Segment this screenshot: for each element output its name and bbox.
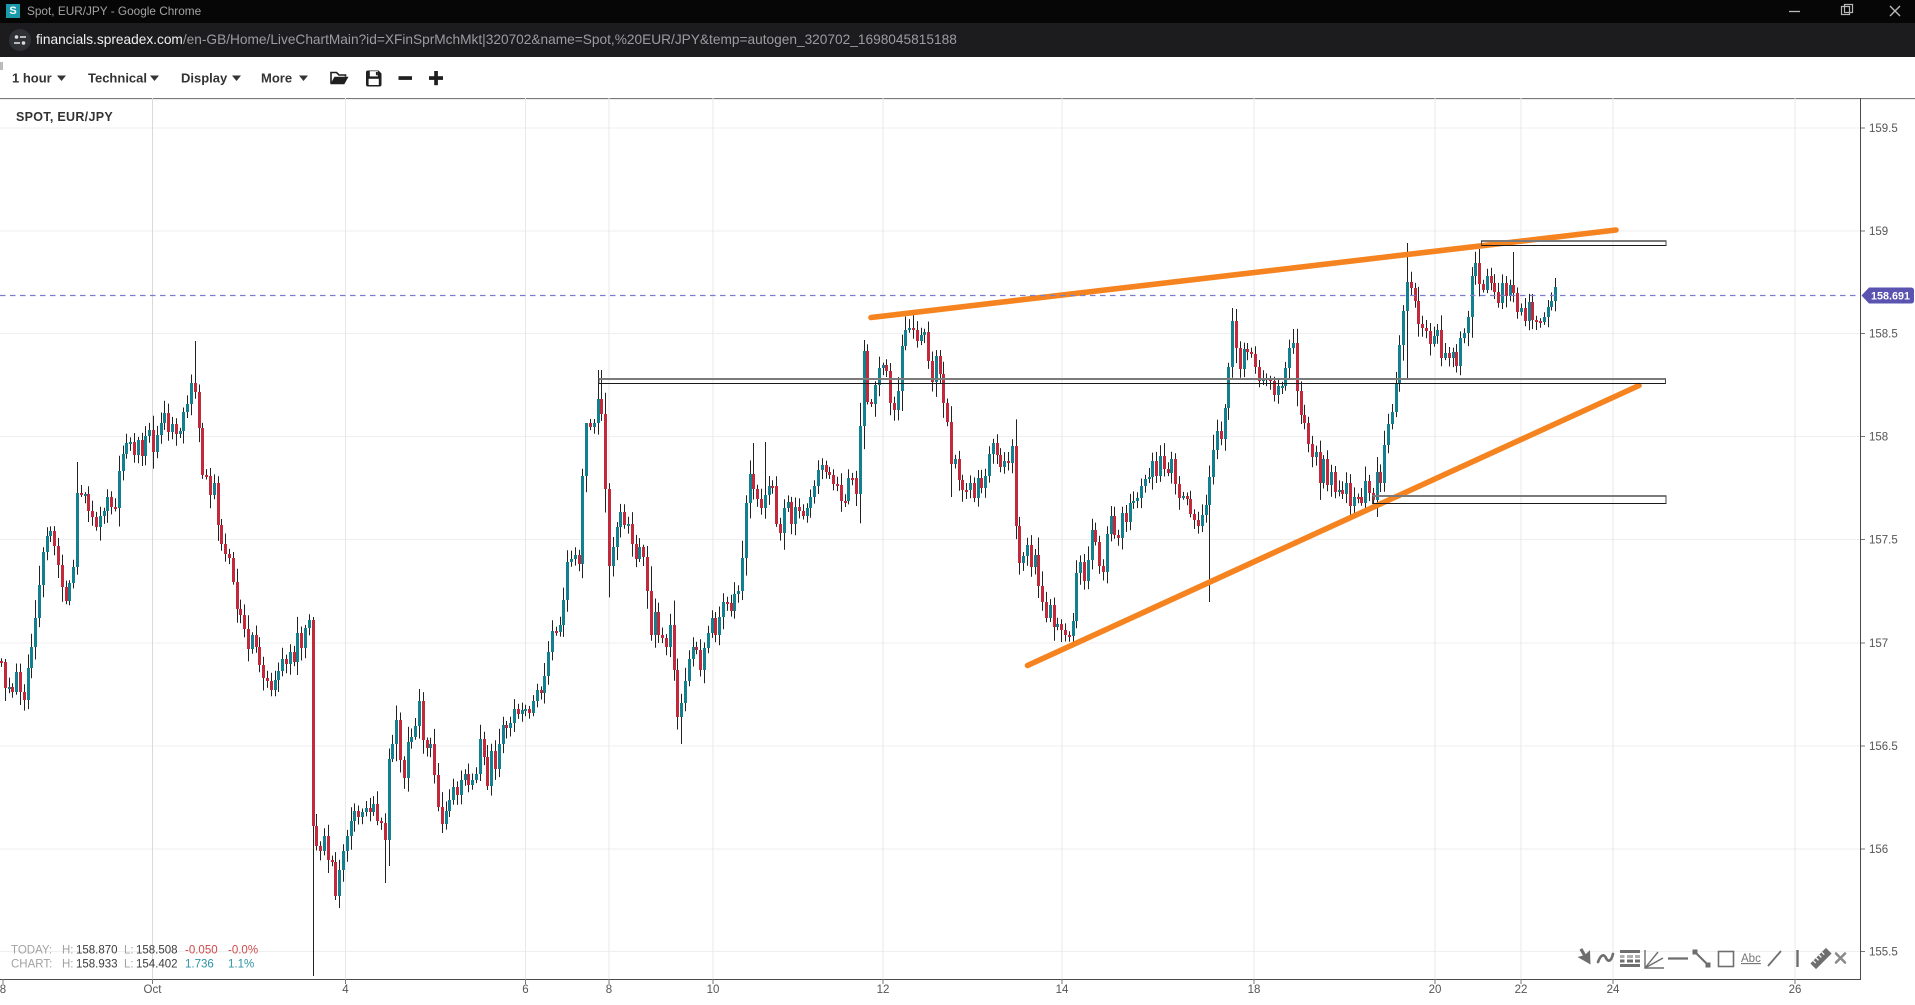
svg-text:156.5: 156.5 [1869, 741, 1898, 753]
svg-text:24: 24 [1607, 984, 1620, 996]
svg-text:158.870: 158.870 [76, 945, 118, 957]
svg-text:159.5: 159.5 [1869, 123, 1898, 135]
svg-text:SPOT, EUR/JPY: SPOT, EUR/JPY [16, 110, 113, 124]
svg-text:Display: Display [181, 71, 228, 86]
svg-text:L:: L: [124, 945, 134, 957]
svg-text:4: 4 [342, 984, 349, 996]
svg-text:12: 12 [877, 984, 890, 996]
svg-text:10: 10 [707, 984, 720, 996]
svg-text:158.691: 158.691 [1871, 290, 1910, 302]
svg-text:8: 8 [0, 984, 6, 996]
svg-text:-0.050: -0.050 [185, 945, 218, 957]
svg-text:20: 20 [1429, 984, 1442, 996]
svg-text:CHART:: CHART: [11, 959, 52, 971]
svg-text:L:: L: [124, 959, 134, 971]
svg-text:26: 26 [1789, 984, 1802, 996]
svg-text:18: 18 [1248, 984, 1261, 996]
svg-text:1.736: 1.736 [185, 959, 214, 971]
svg-text:-0.0%: -0.0% [228, 945, 258, 957]
svg-text:22: 22 [1515, 984, 1528, 996]
svg-text:8: 8 [606, 984, 612, 996]
svg-text:158.933: 158.933 [76, 959, 118, 971]
svg-text:Abc: Abc [1741, 953, 1761, 965]
svg-text:1 hour: 1 hour [12, 71, 52, 86]
svg-text:Technical: Technical [88, 71, 147, 86]
svg-text:156: 156 [1869, 844, 1888, 856]
svg-text:157.5: 157.5 [1869, 535, 1898, 547]
svg-text:TODAY:: TODAY: [11, 945, 52, 957]
svg-text:6: 6 [522, 984, 528, 996]
svg-text:158: 158 [1869, 432, 1888, 444]
svg-text:155.5: 155.5 [1869, 947, 1898, 959]
svg-text:1.1%: 1.1% [228, 959, 254, 971]
svg-text:157: 157 [1869, 638, 1888, 650]
svg-text:159: 159 [1869, 226, 1888, 238]
svg-text:158.5: 158.5 [1869, 329, 1898, 341]
svg-text:Oct: Oct [144, 984, 163, 996]
svg-text:H:: H: [62, 959, 74, 971]
svg-text:14: 14 [1056, 984, 1069, 996]
svg-text:H:: H: [62, 945, 74, 957]
svg-text:More: More [261, 71, 292, 86]
svg-text:154.402: 154.402 [136, 959, 178, 971]
svg-text:158.508: 158.508 [136, 945, 178, 957]
